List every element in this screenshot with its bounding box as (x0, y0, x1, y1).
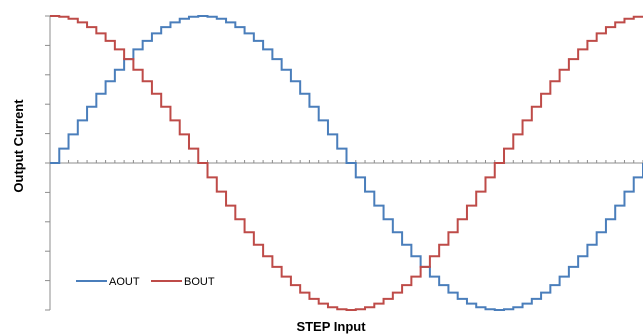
chart-axes (45, 15, 643, 311)
series-line-aout (50, 15, 643, 311)
chart-series (50, 15, 643, 311)
y-axis-title: Output Current (11, 99, 26, 193)
legend-label-aout: AOUT (109, 276, 140, 288)
legend-label-bout: BOUT (184, 276, 215, 288)
series-line-bout (50, 15, 643, 311)
x-axis-title: STEP Input (296, 319, 366, 334)
chart-legend: AOUT BOUT (76, 276, 215, 288)
